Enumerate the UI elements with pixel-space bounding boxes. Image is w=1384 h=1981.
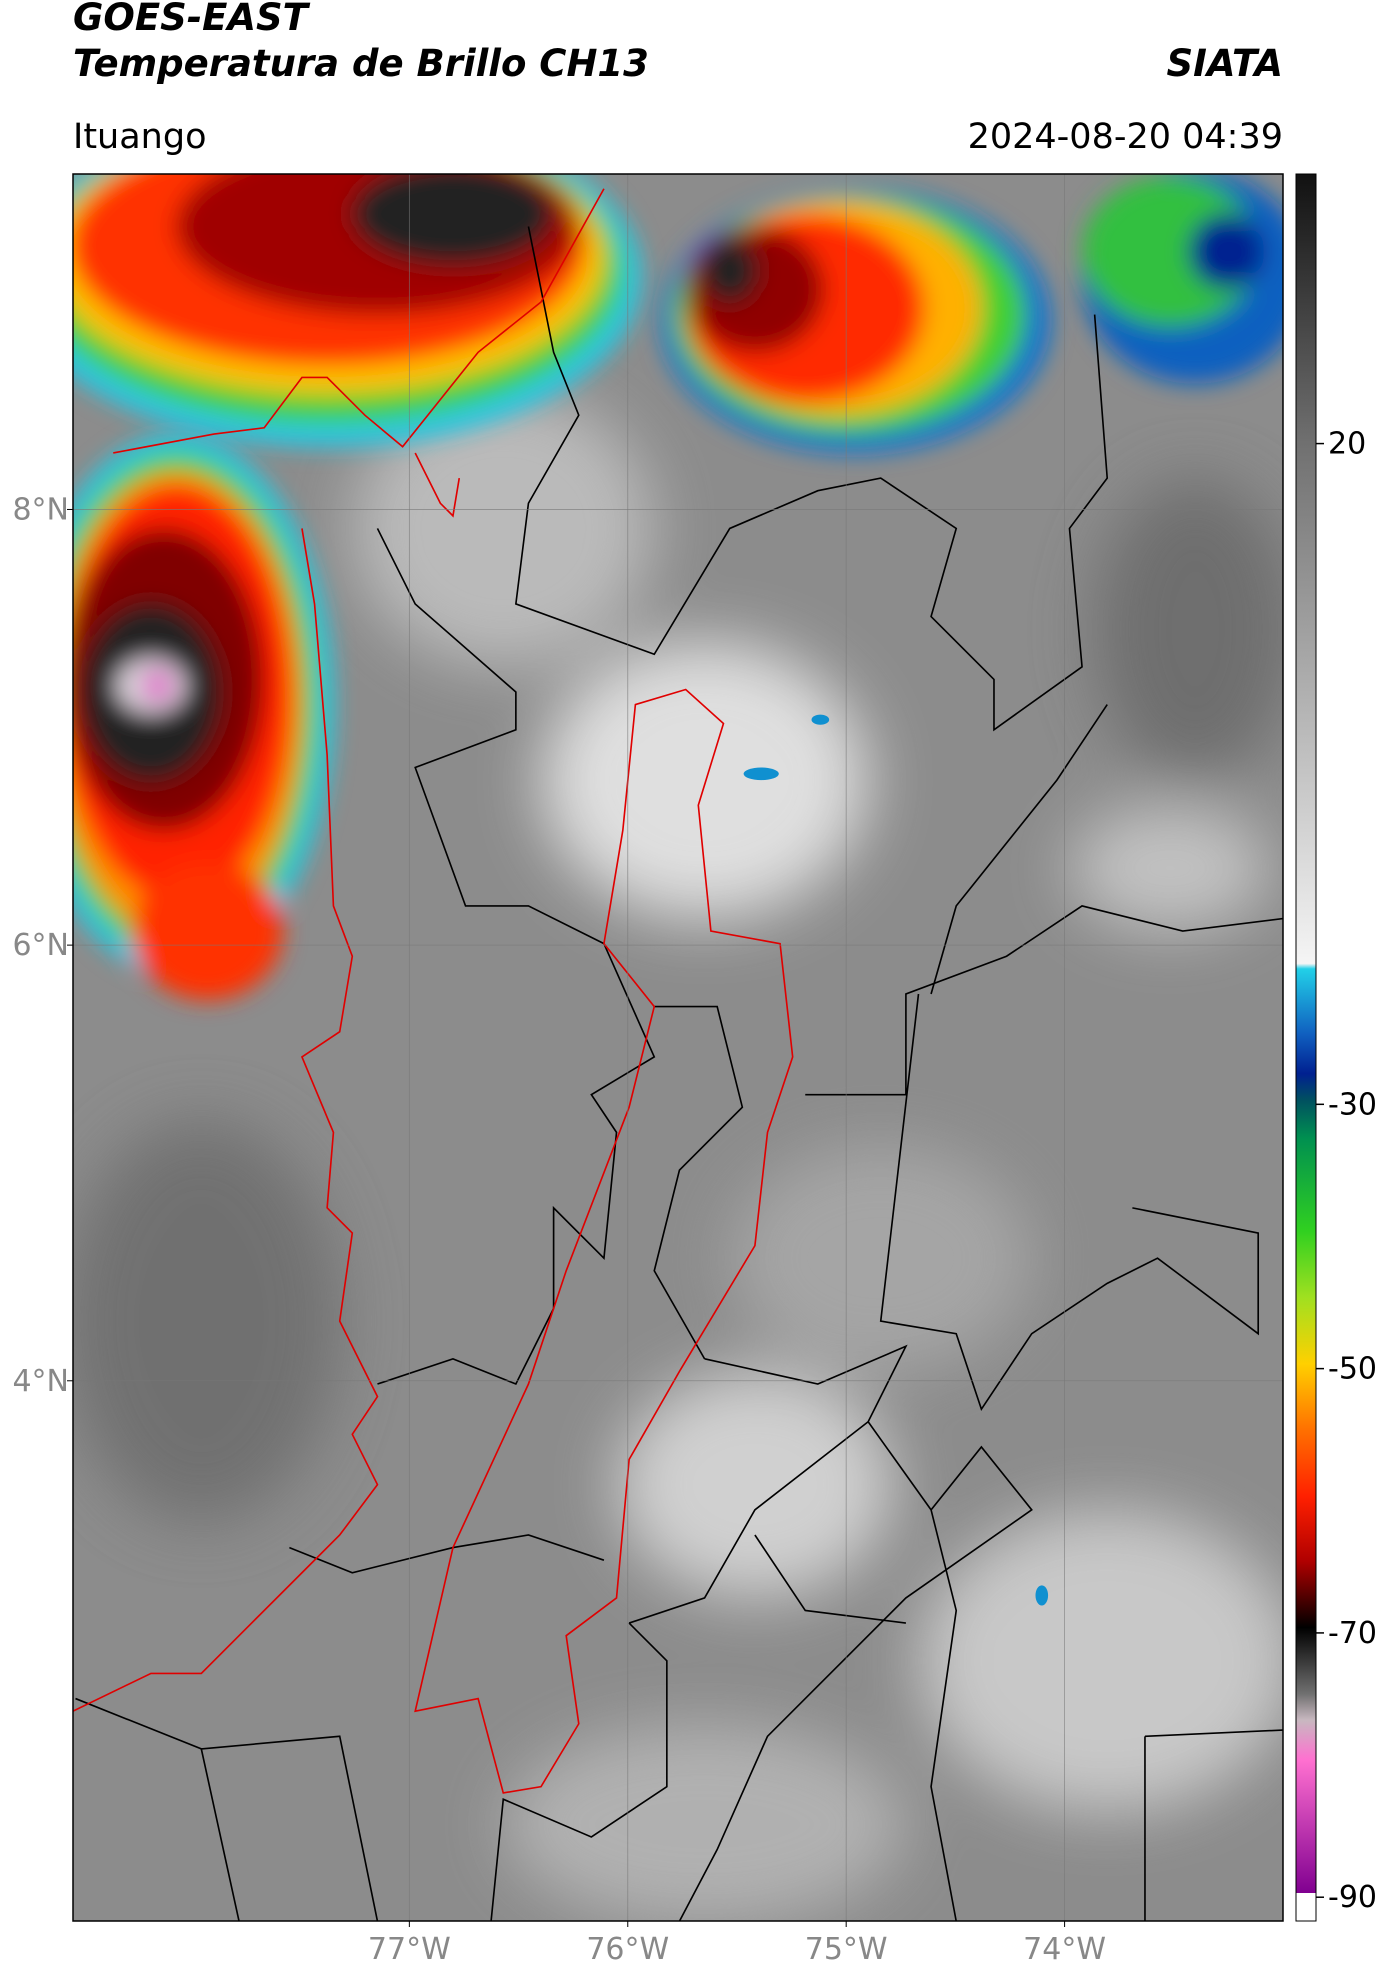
agency: SIATA [1166, 42, 1283, 85]
colorbar-tick-label: -30 [1328, 1087, 1377, 1122]
y-tick-label: 6°N [12, 928, 69, 963]
map-imagery [73, 174, 1283, 1921]
timestamp: 2024-08-20 04:39 [968, 117, 1283, 157]
colorbar [1295, 173, 1317, 1922]
colorbar-tick-label: 20 [1328, 427, 1366, 462]
storm-northwest [73, 174, 642, 447]
colorbar-tick-label: -50 [1328, 1352, 1377, 1387]
storm-northeast [1082, 174, 1283, 384]
graticule [73, 174, 1283, 1921]
cloud-field [73, 174, 1283, 1921]
x-tick-label: 74°W [1023, 1932, 1106, 1967]
boundaries [73, 188, 1283, 1921]
map-frame [72, 173, 1284, 1922]
x-tick-label: 77°W [368, 1932, 451, 1967]
storm-west [73, 434, 334, 1001]
colorbar-tick-label: -90 [1328, 1880, 1377, 1915]
y-tick-label: 8°N [12, 492, 69, 527]
small-cells [743, 714, 1049, 1606]
x-tick-label: 75°W [805, 1932, 888, 1967]
satellite-title: GOES-EAST [73, 0, 311, 39]
colorbar-tick-label: -70 [1328, 1616, 1377, 1651]
region: Ituango [73, 117, 207, 157]
product-title: Temperatura de Brillo CH13 [73, 42, 649, 85]
storm-north [660, 188, 1051, 453]
y-tick-label: 4°N [12, 1364, 69, 1399]
x-tick-label: 76°W [586, 1932, 669, 1967]
